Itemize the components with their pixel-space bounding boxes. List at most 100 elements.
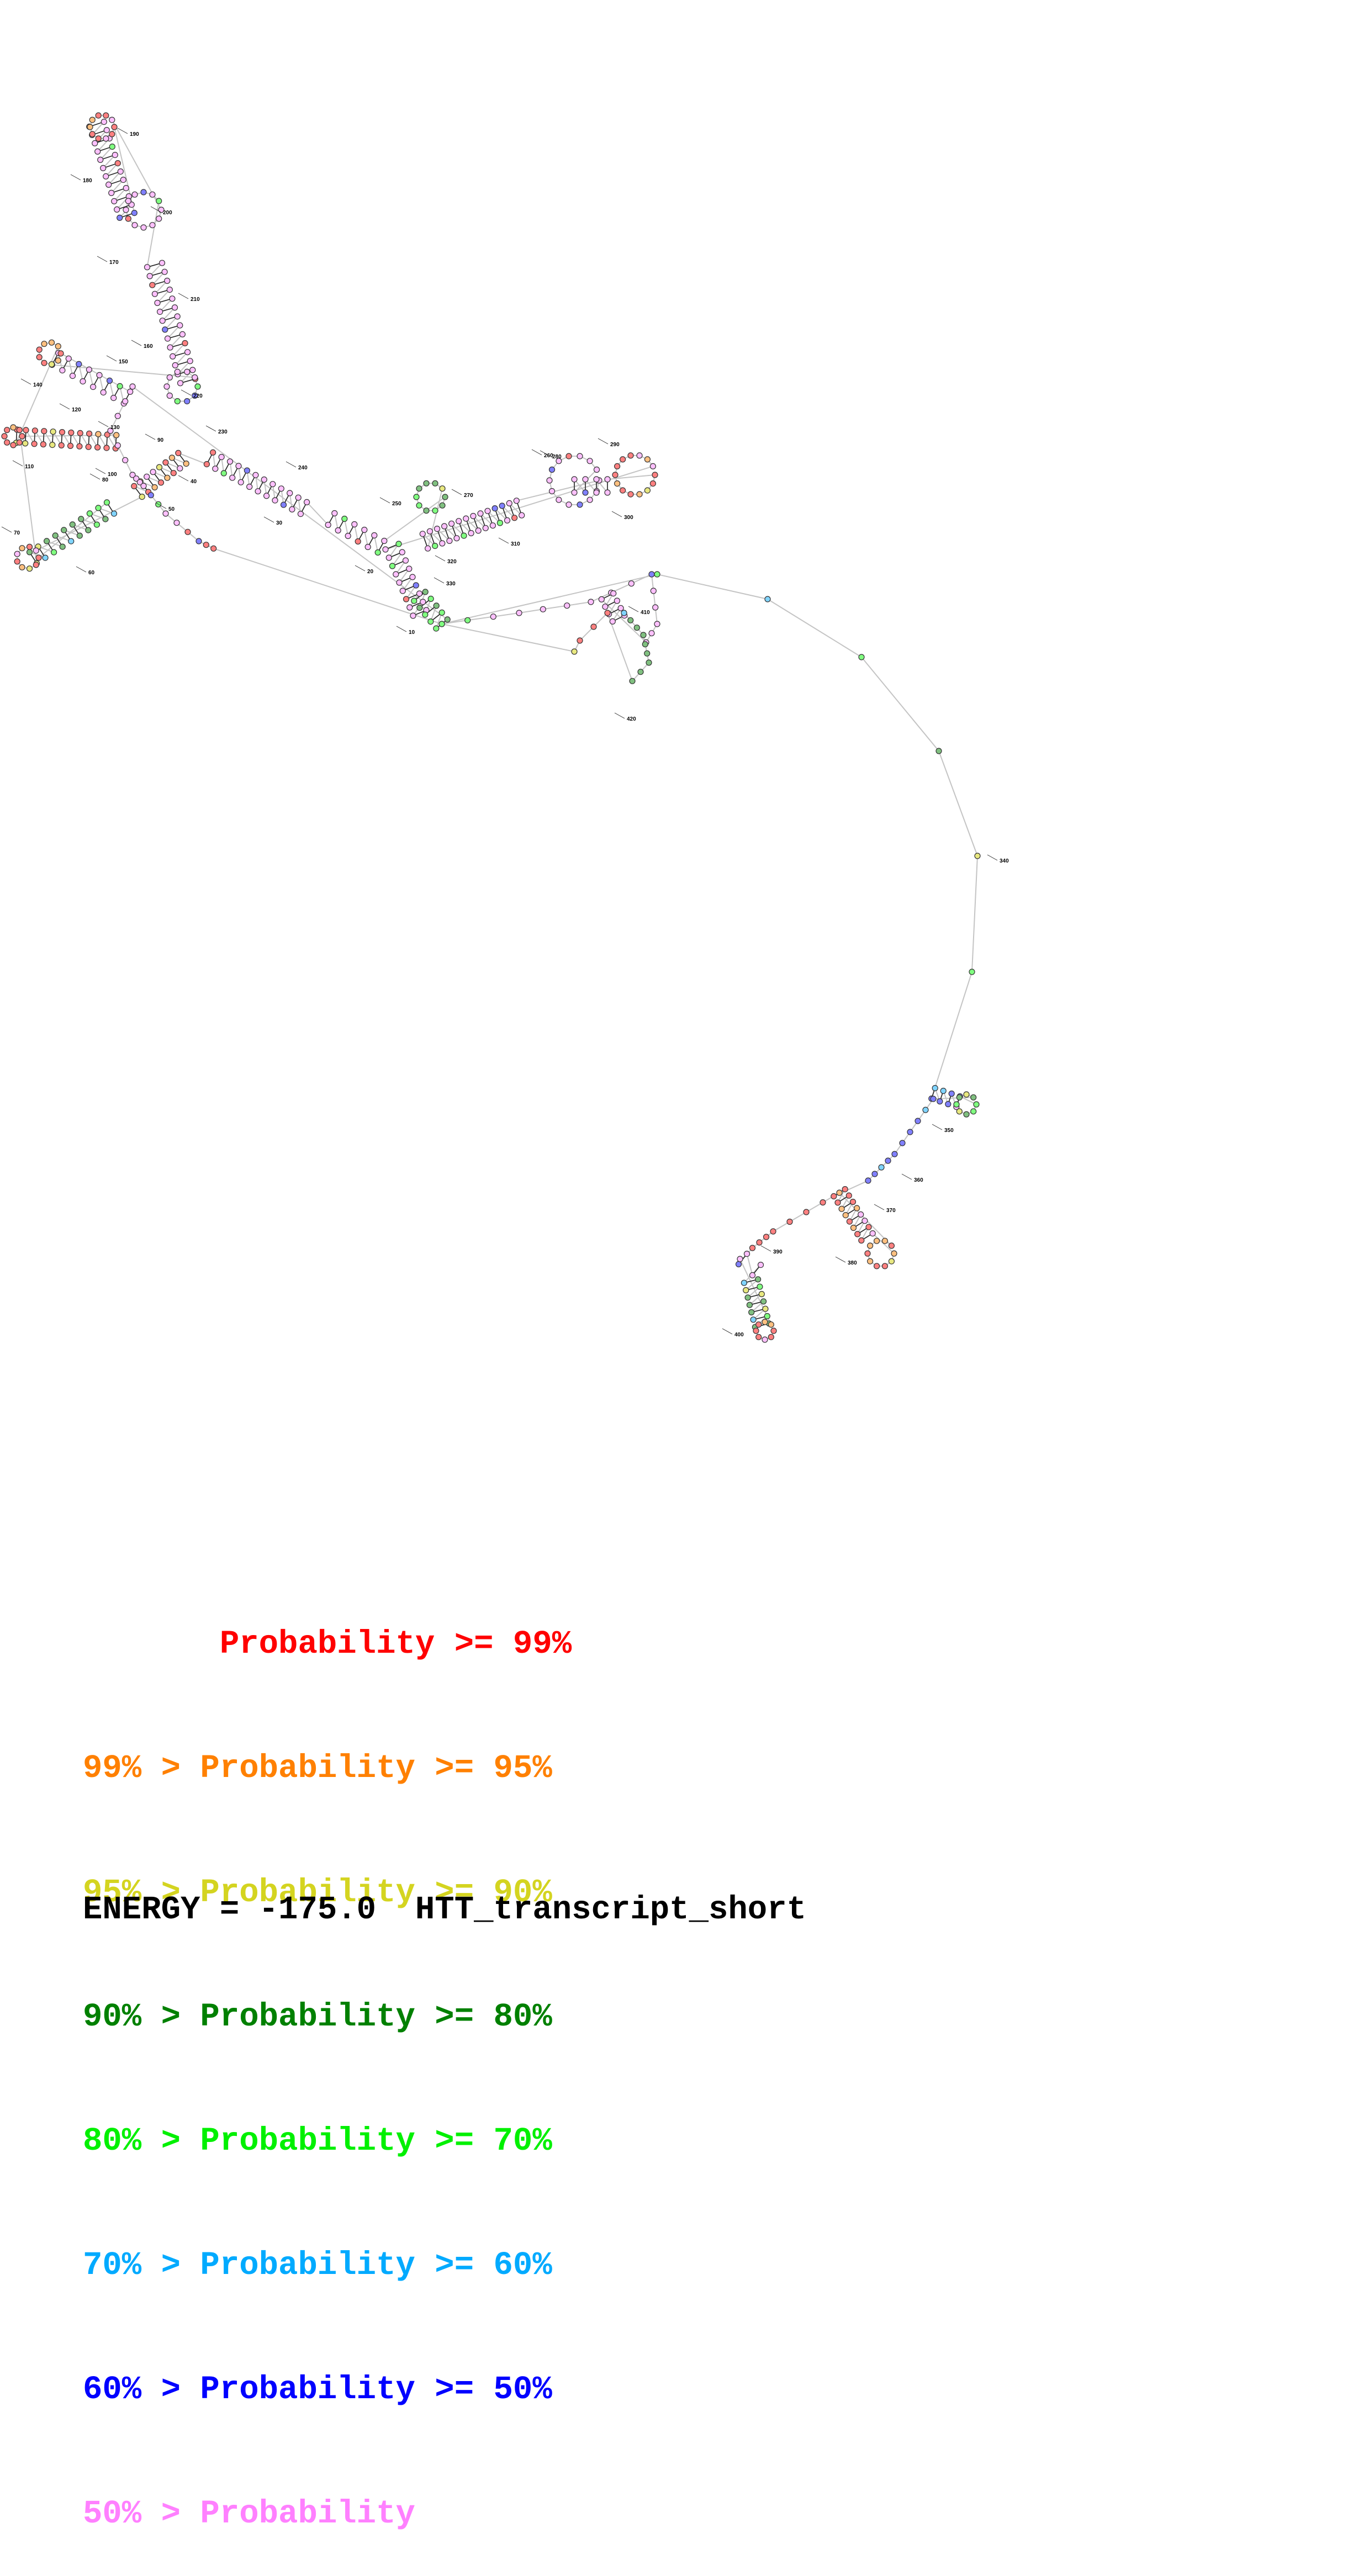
- nucleotide-125: [77, 430, 83, 437]
- index-label-30: 30: [276, 520, 283, 526]
- index-label-350: 350: [944, 1128, 954, 1134]
- nucleotide-425: [865, 1224, 872, 1230]
- nucleotide-447: [743, 1251, 750, 1257]
- nucleotide-226: [423, 507, 430, 514]
- nucleotide-387: [932, 1085, 938, 1092]
- nucleotide-238: [434, 525, 441, 532]
- nucleotide-230: [423, 480, 430, 486]
- nucleotide-285: [644, 487, 651, 494]
- nucleotide-121: [59, 429, 66, 436]
- nucleotide-268: [546, 477, 553, 484]
- nucleotide-144: [42, 554, 49, 561]
- nucleotide-94: [96, 372, 103, 379]
- nucleotide-271: [565, 453, 572, 459]
- nucleotide-347: [540, 606, 546, 612]
- nucleotide-353: [650, 588, 657, 594]
- nucleotide-152: [76, 532, 83, 539]
- nucleotide-273: [586, 458, 593, 464]
- nucleotide-166: [14, 558, 20, 565]
- nucleotide-65: [167, 344, 173, 351]
- nucleotide-28: [95, 135, 102, 142]
- nucleotide-43: [131, 191, 138, 198]
- nucleotide-313: [410, 612, 416, 619]
- nucleotide-182: [162, 459, 169, 466]
- nucleotide-168: [19, 545, 25, 552]
- nucleotide-138: [1, 433, 8, 440]
- nucleotide-284: [649, 480, 657, 487]
- nucleotide-263: [586, 496, 593, 503]
- nucleotide-266: [556, 496, 562, 503]
- nucleotide-117: [41, 428, 47, 435]
- nucleotide-439: [820, 1199, 826, 1206]
- nucleotide-97: [110, 394, 117, 401]
- index-label-340: 340: [1000, 858, 1009, 864]
- index-label-310: 310: [511, 541, 520, 547]
- nucleotide-363: [617, 605, 624, 611]
- nucleotide-412: [831, 1193, 837, 1199]
- nucleotide-291: [614, 463, 621, 470]
- index-label-330: 330: [446, 581, 456, 587]
- nucleotide-433: [864, 1250, 871, 1257]
- nucleotide-114: [31, 441, 38, 447]
- nucleotide-98: [117, 383, 123, 390]
- nucleotide-223: [442, 494, 448, 500]
- nucleotide-49: [146, 273, 153, 279]
- nucleotide-442: [770, 1228, 776, 1235]
- nucleotide-452: [743, 1287, 749, 1294]
- nucleotide-200: [261, 476, 267, 483]
- nucleotide-165: [19, 564, 25, 570]
- nucleotide-421: [858, 1211, 864, 1218]
- nucleotide-183: [177, 465, 183, 472]
- nucleotide-461: [764, 1313, 770, 1320]
- nucleotide-219: [364, 543, 371, 551]
- nucleotide-57: [157, 308, 163, 315]
- nucleotide-186: [175, 449, 182, 457]
- nucleotide-185: [183, 460, 189, 467]
- nucleotide-250: [477, 510, 484, 517]
- index-label-150: 150: [119, 359, 128, 365]
- nucleotide-269: [548, 466, 556, 473]
- index-label-380: 380: [848, 1260, 857, 1266]
- nucleotide-58: [171, 304, 178, 311]
- nucleotide-359: [610, 590, 617, 597]
- nucleotide-312: [420, 599, 426, 605]
- nucleotide-169: [26, 543, 33, 550]
- nucleotide-60: [174, 313, 181, 320]
- nucleotide-411: [865, 1177, 871, 1184]
- index-label-110: 110: [25, 464, 34, 470]
- nucleotide-167: [14, 551, 20, 557]
- nucleotide-420: [846, 1218, 853, 1225]
- nucleotide-32: [95, 112, 102, 119]
- nucleotide-437: [888, 1242, 895, 1249]
- nucleotide-64: [179, 331, 186, 338]
- nucleotide-434: [866, 1242, 874, 1249]
- nucleotide-453: [757, 1283, 763, 1290]
- nucleotide-63: [164, 335, 171, 342]
- nucleotide-181: [170, 470, 177, 477]
- nucleotide-340: [195, 538, 202, 544]
- nucleotide-457: [760, 1298, 767, 1305]
- nucleotide-213: [335, 527, 341, 534]
- nucleotide-7: [94, 148, 101, 155]
- nucleotide-140: [10, 424, 17, 431]
- nucleotide-422: [850, 1224, 857, 1231]
- nucleotide-82: [174, 368, 181, 375]
- nucleotide-310: [416, 590, 423, 597]
- legend-row-low: 50% > Probability: [83, 2495, 415, 2532]
- nucleotide-290: [612, 472, 619, 478]
- nucleotide-402: [930, 1096, 937, 1102]
- nucleotide-438: [836, 1189, 843, 1196]
- nucleotide-171: [139, 493, 145, 500]
- nucleotide-326: [122, 398, 129, 405]
- nucleotide-289: [614, 480, 621, 487]
- nucleotide-146: [50, 549, 57, 556]
- nucleotide-29: [89, 131, 96, 137]
- nucleotide-301: [389, 563, 396, 569]
- nucleotide-59: [159, 318, 166, 324]
- nucleotide-287: [627, 491, 634, 498]
- nucleotide-415: [845, 1192, 852, 1199]
- nucleotide-207: [289, 506, 295, 513]
- backbone-lines: [3, 115, 979, 1341]
- nucleotide-67: [170, 353, 176, 360]
- nucleotide-202: [269, 481, 276, 488]
